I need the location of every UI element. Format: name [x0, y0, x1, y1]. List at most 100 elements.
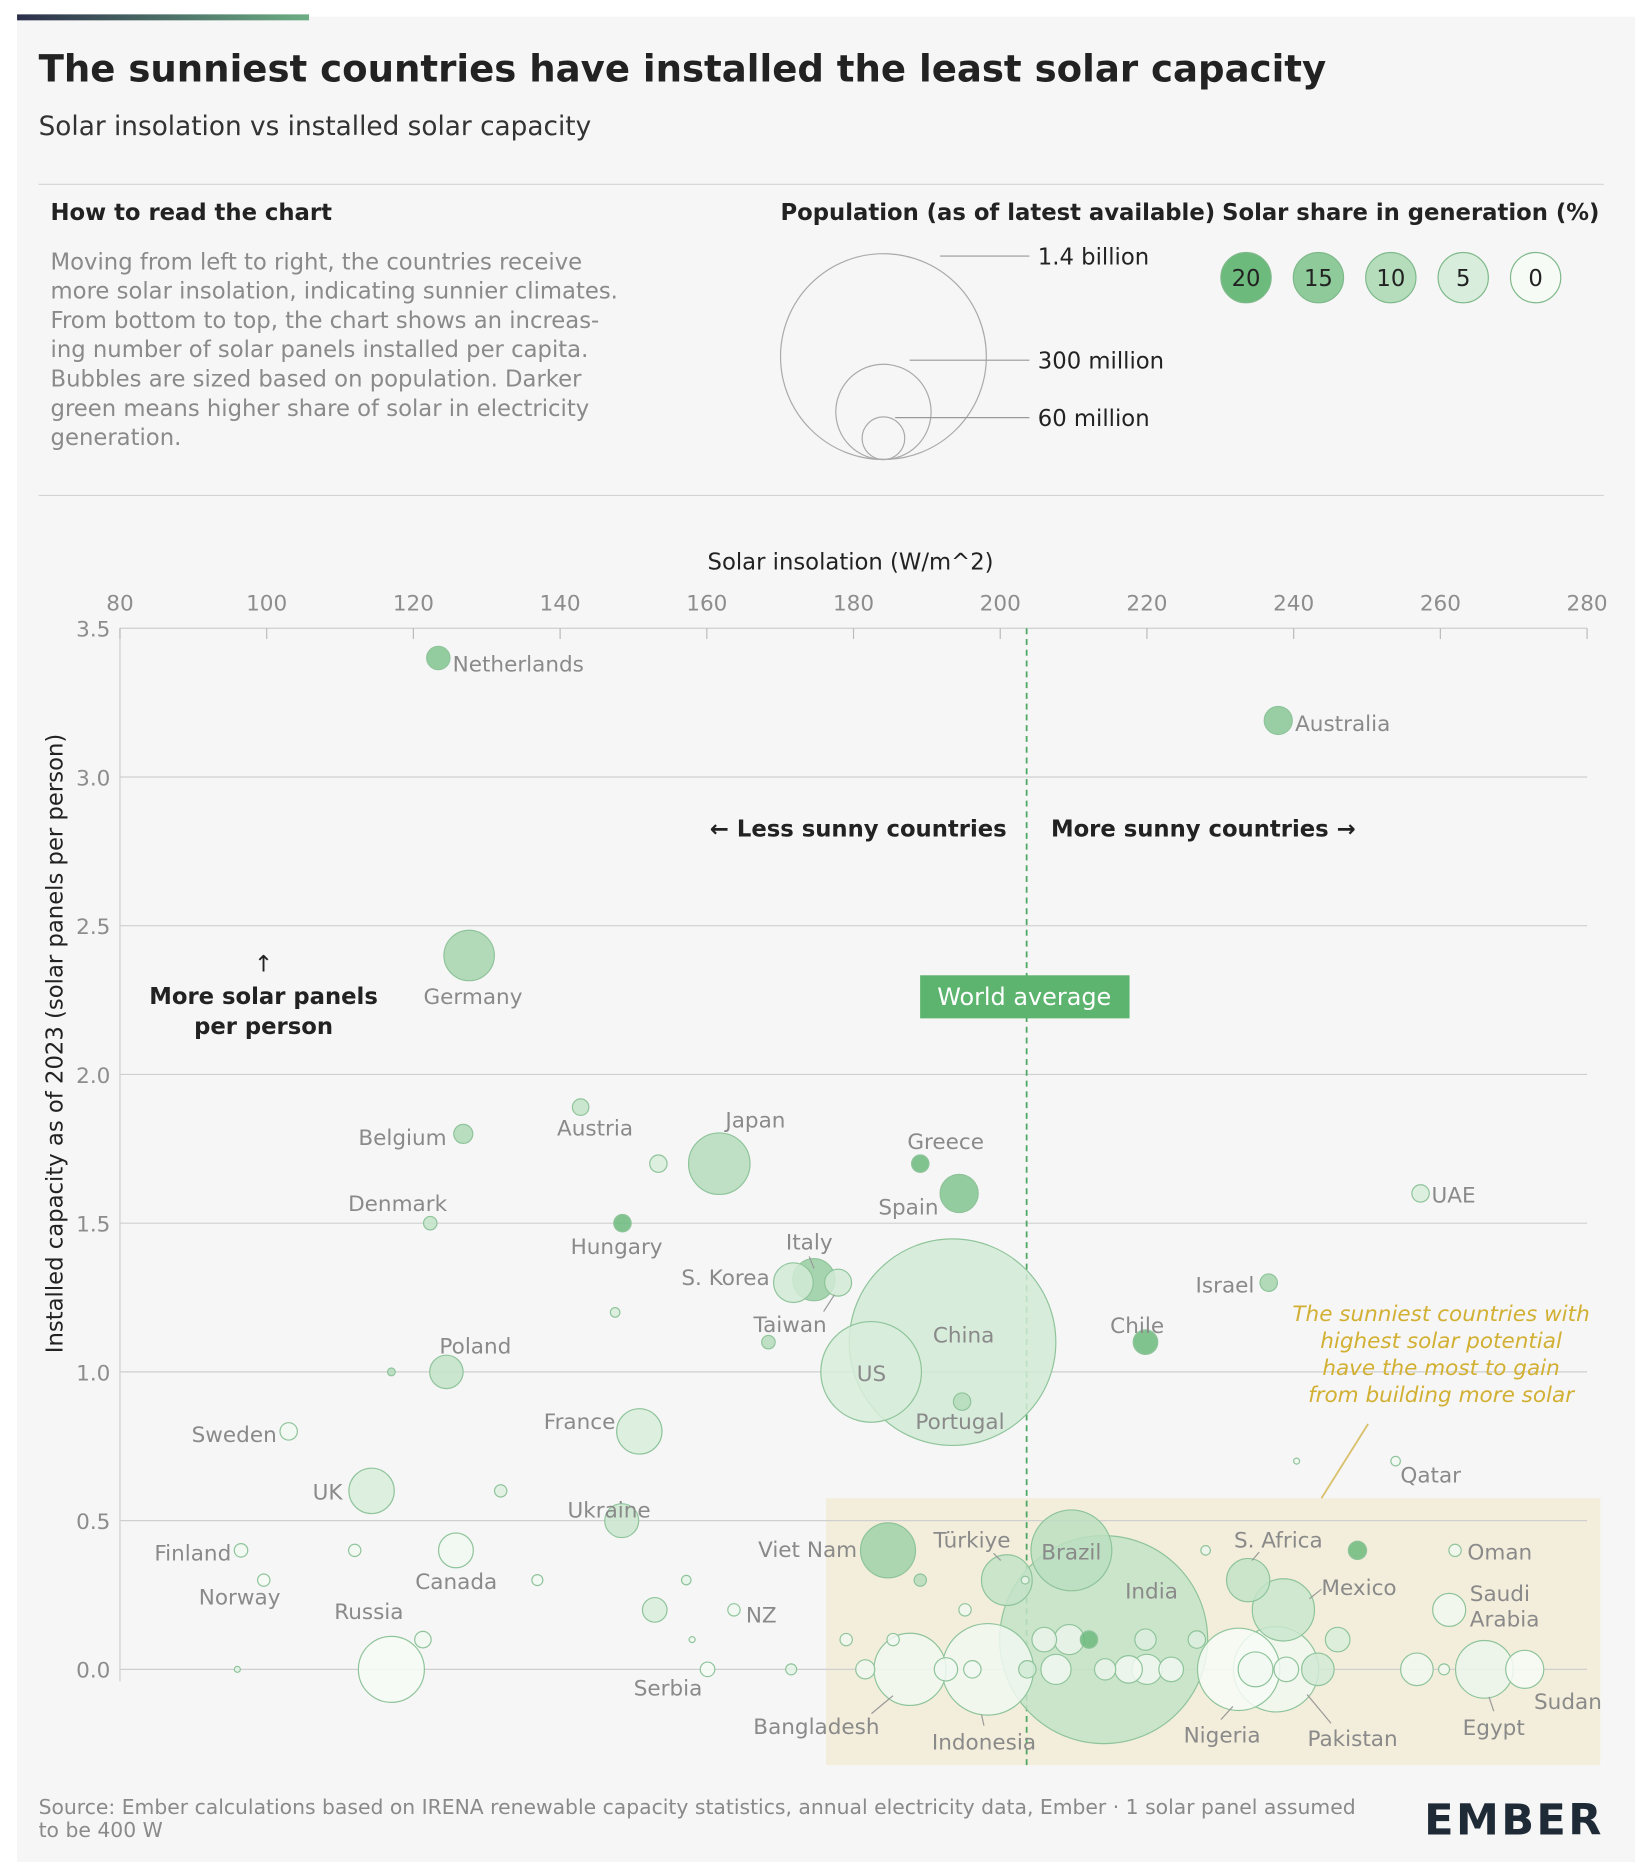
y-tick-label: 1.0	[76, 1361, 110, 1386]
size-legend-label: 1.4 billion	[1038, 244, 1149, 270]
bubble	[453, 1123, 474, 1145]
bubble	[426, 645, 451, 671]
bubble	[1093, 1658, 1117, 1681]
country-label: Viet Nam	[758, 1538, 857, 1563]
bubble	[1031, 1626, 1058, 1653]
label-leader	[1220, 1706, 1234, 1721]
bubble	[1040, 1653, 1072, 1686]
bubble	[1263, 705, 1293, 736]
country-label: Qatar	[1400, 1464, 1461, 1489]
bubble	[1400, 1652, 1434, 1687]
bubble	[680, 1574, 692, 1586]
country-label: Sweden	[192, 1423, 277, 1448]
country-label: Greece	[907, 1130, 984, 1155]
y-tick-label: 1.5	[76, 1213, 110, 1238]
bubble	[727, 1603, 741, 1617]
country-label: Brazil	[1041, 1540, 1101, 1565]
country-label: Belgium	[358, 1126, 446, 1151]
country-label: Spain	[878, 1196, 938, 1221]
bubble	[1200, 1545, 1211, 1556]
x-tick-label: 220	[1126, 591, 1167, 616]
country-label: Indonesia	[932, 1731, 1036, 1756]
bubble	[1432, 1592, 1467, 1627]
annotation: More sunny countries →	[1051, 816, 1356, 842]
country-label: Taiwan	[752, 1313, 826, 1338]
bubble	[958, 1603, 972, 1617]
label-leader	[823, 1294, 835, 1312]
note-leader	[1320, 1423, 1369, 1499]
y-tick-label: 2.5	[76, 915, 110, 940]
bubble	[1237, 1651, 1274, 1688]
annotation-note: from building more solar	[1308, 1383, 1575, 1408]
bubble	[859, 1522, 917, 1579]
bubble	[963, 1660, 982, 1679]
bubble	[1259, 1273, 1279, 1292]
country-label: NZ	[746, 1604, 777, 1629]
country-label: Pakistan	[1307, 1727, 1397, 1752]
country-label: Italy	[786, 1230, 833, 1255]
color-legend-swatch	[1292, 251, 1345, 304]
x-tick-label: 100	[246, 591, 287, 616]
how-to-read-text: green means higher share of solar in ele…	[51, 396, 590, 422]
how-to-read-text: ing number of solar panels installed per…	[51, 337, 589, 363]
x-tick-label: 140	[540, 591, 581, 616]
y-tick-label: 0.0	[76, 1659, 110, 1684]
bubble	[1390, 1455, 1401, 1467]
color-legend-label: 20	[1232, 266, 1261, 292]
country-label: S. Africa	[1234, 1528, 1323, 1553]
bubble	[1134, 1628, 1157, 1651]
country-label: Chile	[1110, 1314, 1164, 1339]
bubble	[279, 1422, 298, 1441]
bubble	[347, 1543, 362, 1558]
size-legend-label: 300 million	[1038, 349, 1164, 375]
highlight-region	[826, 1498, 1601, 1766]
country-label: Oman	[1467, 1540, 1532, 1565]
country-label: China	[933, 1324, 995, 1349]
how-to-read-text: Bubbles are sized based on population. D…	[51, 367, 583, 393]
how-to-read-text: more solar insolation, indicating sunnie…	[51, 279, 618, 305]
bubble	[886, 1632, 900, 1647]
bubble	[1411, 1184, 1430, 1203]
country-label: UK	[313, 1480, 344, 1505]
country-label: Serbia	[634, 1677, 703, 1702]
size-legend-label: 60 million	[1038, 406, 1150, 432]
label-leader	[871, 1695, 894, 1715]
bubble	[933, 1657, 959, 1682]
bubble	[839, 1632, 853, 1647]
color-legend-label: 0	[1528, 266, 1542, 292]
bubble	[688, 1636, 696, 1644]
x-tick-label: 180	[833, 591, 874, 616]
world-average-label: World average	[937, 983, 1111, 1011]
country-label: US	[857, 1362, 886, 1387]
label-leader	[980, 1714, 985, 1726]
bubble	[348, 1467, 395, 1515]
bubble	[699, 1661, 716, 1678]
y-axis-title: Installed capacity as of 2023 (solar pan…	[43, 734, 69, 1353]
annotation-note: have the most to gain	[1322, 1356, 1559, 1381]
country-label: Finland	[154, 1541, 231, 1566]
country-label: Japan	[723, 1108, 785, 1133]
bubble	[604, 1503, 640, 1539]
bubble	[855, 1659, 876, 1680]
y-tick-label: 2.0	[76, 1064, 110, 1089]
bubble	[1187, 1630, 1207, 1649]
annotation: More solar panels	[149, 984, 378, 1010]
bubble	[1132, 1329, 1159, 1356]
world-average-box	[920, 975, 1130, 1019]
chart-title: The sunniest countries have installed th…	[39, 47, 1327, 90]
bubble	[493, 1484, 508, 1498]
bubble	[233, 1543, 249, 1558]
annotation: per person	[194, 1014, 333, 1040]
country-label: Austria	[557, 1117, 633, 1142]
country-label: Poland	[439, 1334, 511, 1359]
country-label: Türkiye	[932, 1528, 1010, 1553]
source: Source: Ember calculations based on IREN…	[39, 1795, 1356, 1819]
color-legend-swatch	[1220, 251, 1272, 304]
bubble	[422, 1215, 438, 1231]
country-label: Saudi Arabia	[1470, 1582, 1540, 1632]
label-leader	[1488, 1696, 1495, 1712]
bubble	[1114, 1655, 1143, 1684]
bubble	[437, 1532, 474, 1569]
bubble	[414, 1630, 432, 1649]
